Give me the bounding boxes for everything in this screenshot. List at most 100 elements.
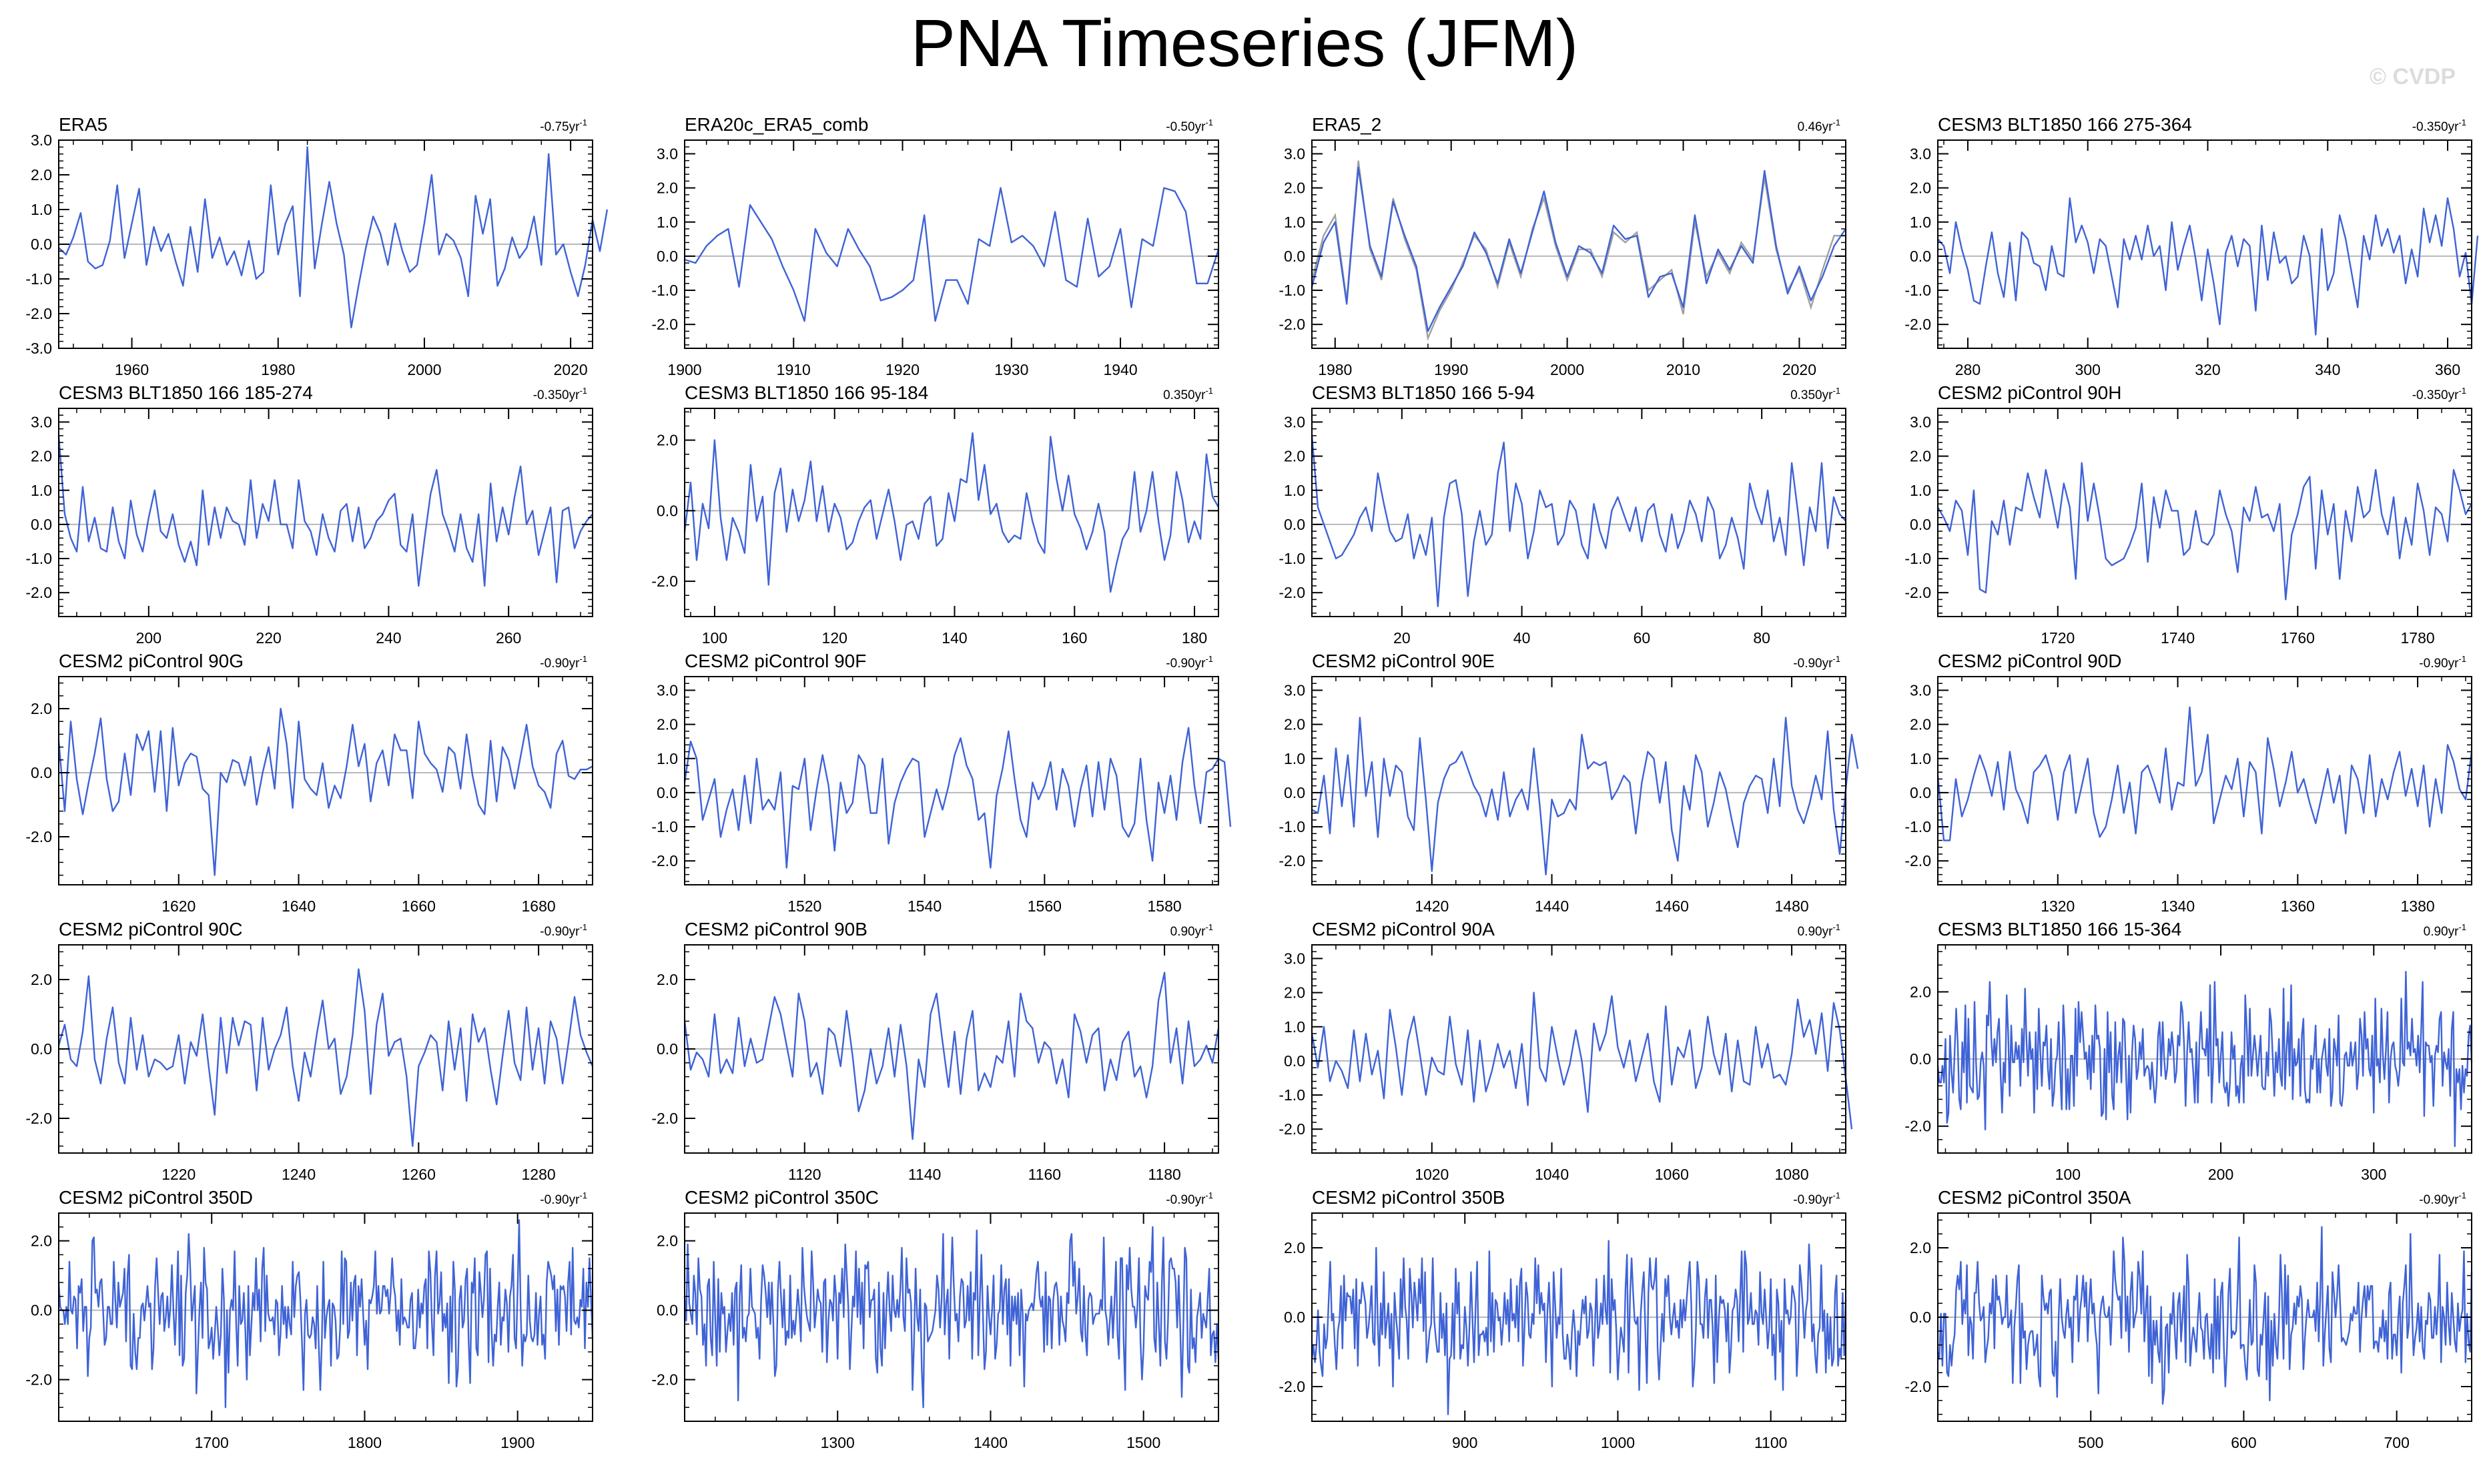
series-line-2 — [1311, 160, 1846, 341]
series-line — [1311, 717, 1859, 875]
y-tick-label: 2.0 — [1284, 448, 1305, 465]
x-tick-label: 1920 — [885, 361, 920, 378]
y-tick-label: 1.0 — [1284, 214, 1305, 231]
y-tick-label: -2.0 — [651, 852, 678, 869]
panel-title: CESM2 piControl 90E — [1312, 651, 1495, 671]
panel-trend-label: -0.90yr-1 — [540, 654, 587, 671]
panel-11: CESM2 piControl 90E -0.90yr-1 -2.0 -1.0 0.0 1… — [1279, 651, 1859, 915]
panel-trend-label: -0.90yr-1 — [2419, 1190, 2466, 1207]
panel-13: CESM2 piControl 90C -0.90yr-1 -2.0 0.0 2.0 12… — [25, 919, 594, 1183]
y-tick-label: 0.0 — [31, 764, 52, 781]
y-tick-label: 1.0 — [31, 482, 52, 499]
page-title: PNA Timeseries (JFM) — [910, 6, 1579, 81]
y-tick-label: -2.0 — [25, 1371, 52, 1389]
x-tick-label: 1080 — [1775, 1166, 1809, 1183]
panel-8: CESM2 piControl 90H -0.350yr-1 -2.0 -1.0 0.0… — [1904, 382, 2473, 647]
y-tick-label: 2.0 — [1910, 1239, 1931, 1256]
panel-trend-label: 0.90yr-1 — [1170, 922, 1213, 939]
y-tick-label: 2.0 — [657, 1232, 678, 1250]
x-tick-label: 1380 — [2401, 897, 2435, 915]
series-line — [57, 1219, 594, 1409]
y-tick-label: 0.0 — [1284, 1309, 1305, 1326]
series-line — [1311, 1240, 1847, 1415]
plot-frame — [684, 408, 1219, 617]
x-tick-label: 1540 — [908, 897, 942, 915]
x-tick-label: 1500 — [1126, 1434, 1160, 1451]
panel-7: CESM3 BLT1850 166 5-94 0.350yr-1 -2.0 -1.0 0… — [1279, 382, 1846, 647]
plot-frame — [1311, 944, 1846, 1154]
x-tick-label: 1660 — [402, 897, 436, 915]
plot-frame — [58, 408, 593, 617]
y-tick-label: 2.0 — [1910, 983, 1931, 1000]
panel-title: CESM2 piControl 350C — [685, 1187, 879, 1208]
panel-16: CESM3 BLT1850 166 15-364 0.90yr-1 -2.0 0.0 2… — [1904, 919, 2473, 1183]
plot-frame — [1937, 676, 2472, 885]
x-tick-label: 1990 — [1434, 361, 1468, 378]
y-tick-label: 2.0 — [1284, 716, 1305, 733]
y-tick-label: -1.0 — [651, 282, 678, 299]
panel-trend-label: -0.90yr-1 — [2419, 654, 2466, 671]
x-tick-label: 2020 — [1782, 361, 1816, 378]
y-tick-label: 0.0 — [657, 1040, 678, 1058]
copyright-watermark: © CVDP — [2370, 64, 2456, 89]
y-tick-label: 2.0 — [1284, 1239, 1305, 1256]
panel-trend-label: -0.90yr-1 — [1166, 1190, 1213, 1207]
x-tick-label: 360 — [2435, 361, 2460, 378]
y-tick-label: 2.0 — [1910, 448, 1931, 465]
x-tick-label: 260 — [496, 629, 521, 647]
y-tick-label: 3.0 — [31, 131, 52, 149]
x-tick-label: 1460 — [1655, 897, 1689, 915]
y-tick-label: 0.0 — [1910, 1309, 1931, 1326]
panel-trend-label: 0.350yr-1 — [1163, 386, 1213, 402]
y-tick-label: 3.0 — [1284, 413, 1305, 430]
panel-title: ERA5 — [59, 114, 107, 135]
y-tick-label: 2.0 — [657, 179, 678, 197]
y-tick-label: -3.0 — [25, 340, 52, 357]
plot-frame — [58, 676, 593, 885]
x-tick-label: 1160 — [1028, 1166, 1061, 1183]
panel-title: CESM3 BLT1850 166 15-364 — [1938, 919, 2181, 940]
panel-title: ERA20c_ERA5_comb — [685, 114, 868, 135]
x-tick-label: 140 — [942, 629, 967, 647]
series-line — [1937, 197, 2479, 336]
y-tick-label: -2.0 — [1279, 316, 1305, 333]
y-tick-label: -1.0 — [1279, 282, 1305, 299]
plot-frame — [1311, 408, 1846, 617]
series-line — [57, 435, 593, 587]
panel-12: CESM2 piControl 90D -0.90yr-1 -2.0 -1.0 0.0 1… — [1904, 651, 2473, 915]
y-tick-label: 2.0 — [31, 448, 52, 465]
x-tick-label: 200 — [136, 629, 161, 647]
x-tick-label: 40 — [1513, 629, 1531, 647]
panel-9: CESM2 piControl 90G -0.90yr-1 -2.0 0.0 2.0 16… — [25, 651, 593, 915]
y-tick-label: -1.0 — [25, 270, 52, 288]
y-tick-label: 2.0 — [1910, 716, 1931, 733]
x-tick-label: 160 — [1062, 629, 1087, 647]
x-tick-label: 1760 — [2281, 629, 2315, 647]
y-tick-label: -2.0 — [651, 316, 678, 333]
y-tick-label: 2.0 — [657, 432, 678, 449]
panel-trend-label: -0.90yr-1 — [1166, 654, 1213, 671]
y-tick-label: 3.0 — [657, 681, 678, 699]
y-tick-label: -2.0 — [1904, 1118, 1931, 1135]
y-tick-label: 1.0 — [1284, 482, 1305, 499]
panel-title: CESM3 BLT1850 166 275-364 — [1938, 114, 2192, 135]
x-tick-label: 1960 — [115, 361, 149, 378]
y-tick-label: -1.0 — [651, 818, 678, 835]
series-line — [1936, 971, 2473, 1148]
panel-6: CESM3 BLT1850 166 95-184 0.350yr-1 -2.0 0.0… — [651, 382, 1220, 647]
y-tick-label: -1.0 — [1904, 282, 1931, 299]
panel-trend-label: 0.350yr-1 — [1790, 386, 1840, 402]
x-tick-label: 1910 — [777, 361, 811, 378]
panel-title: CESM3 BLT1850 166 95-184 — [685, 382, 928, 403]
y-tick-label: -2.0 — [651, 1371, 678, 1389]
y-tick-label: -2.0 — [651, 1110, 678, 1127]
x-tick-label: 1020 — [1415, 1166, 1449, 1183]
y-tick-label: 0.0 — [657, 1302, 678, 1319]
y-tick-label: 0.0 — [657, 502, 678, 519]
y-tick-label: 0.0 — [1910, 1050, 1931, 1068]
y-tick-label: 2.0 — [31, 971, 52, 988]
y-tick-label: 2.0 — [657, 971, 678, 988]
x-tick-label: 280 — [1955, 361, 1981, 378]
x-tick-label: 200 — [2208, 1166, 2233, 1183]
panel-trend-label: -0.75yr-1 — [540, 117, 587, 134]
